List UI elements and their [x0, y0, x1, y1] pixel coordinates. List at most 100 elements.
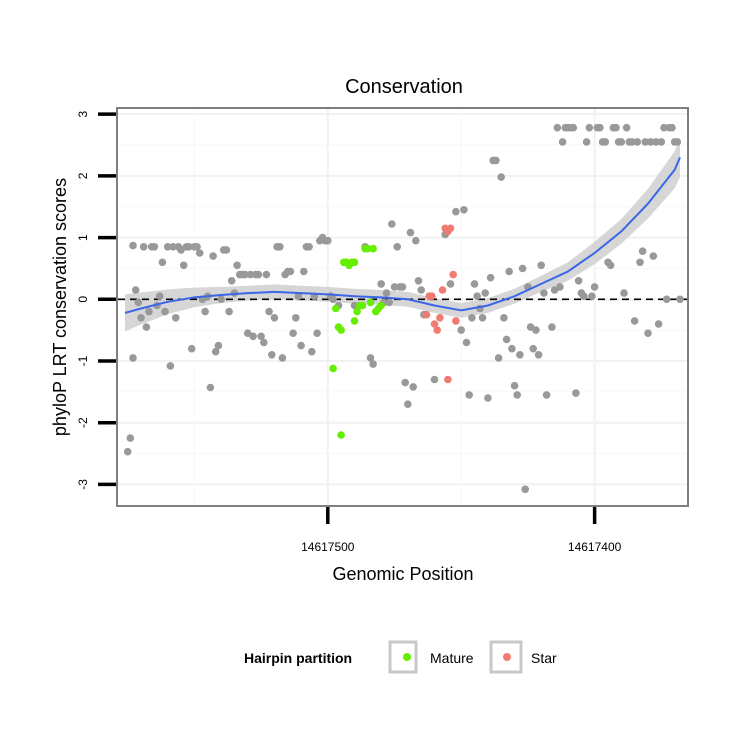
- point-other: [657, 138, 666, 146]
- legend-title: Hairpin partition: [244, 650, 352, 666]
- point-other: [404, 400, 412, 409]
- point-other: [462, 338, 471, 347]
- point-other: [492, 156, 500, 165]
- point-other: [534, 351, 543, 359]
- x-axis-title: Genomic Position: [332, 564, 473, 584]
- point-other: [278, 354, 287, 362]
- point-other: [630, 317, 639, 325]
- point-other: [126, 434, 135, 442]
- point-other: [409, 383, 418, 391]
- legend-marker-mature: [403, 653, 411, 661]
- legend: Hairpin partition Mature Star: [244, 640, 557, 674]
- y-tick-label: 3: [76, 111, 90, 118]
- point-other: [294, 292, 303, 301]
- point-other: [673, 138, 682, 146]
- point-other: [270, 314, 279, 322]
- point-other: [179, 261, 188, 270]
- point-other: [246, 270, 255, 279]
- point-star: [422, 310, 431, 319]
- point-other: [195, 249, 204, 257]
- point-other: [513, 391, 521, 399]
- point-other: [457, 326, 466, 334]
- point-other: [548, 323, 556, 331]
- point-other: [473, 292, 482, 301]
- point-other: [430, 375, 439, 384]
- point-other: [308, 347, 316, 356]
- point-mature: [366, 298, 375, 307]
- point-other: [641, 138, 650, 146]
- point-other: [622, 123, 631, 132]
- point-star: [430, 320, 439, 328]
- point-other: [486, 273, 495, 282]
- point-other: [241, 270, 249, 279]
- point-other: [636, 258, 644, 267]
- point-other: [556, 283, 564, 291]
- point-other: [233, 261, 241, 270]
- point-mature: [337, 431, 345, 439]
- point-star: [428, 292, 436, 301]
- point-other: [276, 243, 284, 251]
- point-other: [254, 270, 263, 279]
- point-mature: [337, 326, 345, 334]
- point-other: [505, 267, 513, 276]
- point-other: [612, 123, 620, 132]
- point-other: [225, 307, 233, 316]
- point-other: [171, 314, 180, 322]
- smooth-line: [124, 157, 681, 314]
- point-other: [300, 267, 308, 276]
- point-other: [502, 335, 511, 344]
- point-other: [187, 344, 196, 353]
- point-mature: [364, 244, 372, 253]
- point-other: [227, 277, 236, 285]
- point-other: [510, 381, 519, 390]
- point-other: [214, 341, 223, 350]
- point-other: [398, 283, 407, 291]
- point-other: [580, 292, 588, 301]
- point-other: [417, 286, 426, 294]
- point-other: [620, 289, 628, 297]
- point-other: [668, 123, 676, 132]
- point-other: [500, 314, 508, 322]
- point-other: [123, 447, 132, 456]
- point-mature: [332, 304, 340, 313]
- point-other: [313, 329, 321, 338]
- point-mature: [353, 307, 361, 316]
- point-other: [481, 289, 490, 297]
- point-other: [460, 206, 468, 214]
- point-other: [150, 243, 159, 251]
- point-other: [139, 243, 148, 251]
- point-other: [292, 314, 300, 322]
- point-other: [142, 323, 151, 331]
- legend-label-star: Star: [531, 650, 557, 666]
- point-other: [540, 289, 548, 297]
- chart-title: Conservation: [345, 76, 463, 98]
- x-tick-label: 14617400: [568, 540, 622, 554]
- point-other: [222, 246, 231, 254]
- point-other: [211, 347, 220, 356]
- point-other: [185, 243, 193, 251]
- point-other: [257, 332, 265, 341]
- point-other: [601, 138, 610, 146]
- point-other: [388, 220, 396, 228]
- point-other: [217, 295, 225, 304]
- point-other: [617, 138, 626, 146]
- point-other: [137, 314, 145, 322]
- point-other: [662, 295, 671, 304]
- point-other: [628, 138, 636, 146]
- point-other: [452, 207, 460, 216]
- point-other: [329, 295, 337, 304]
- point-other: [265, 307, 273, 316]
- point-mature: [358, 301, 367, 310]
- point-other: [660, 123, 668, 132]
- point-other: [297, 341, 305, 350]
- point-other: [478, 314, 487, 322]
- point-other: [129, 241, 137, 250]
- point-other: [385, 298, 394, 307]
- point-other: [529, 344, 537, 353]
- point-other: [206, 383, 215, 392]
- point-other: [652, 138, 660, 146]
- x-axis: 14617500 14617400: [301, 507, 622, 554]
- point-other: [572, 389, 580, 397]
- point-other: [155, 292, 164, 301]
